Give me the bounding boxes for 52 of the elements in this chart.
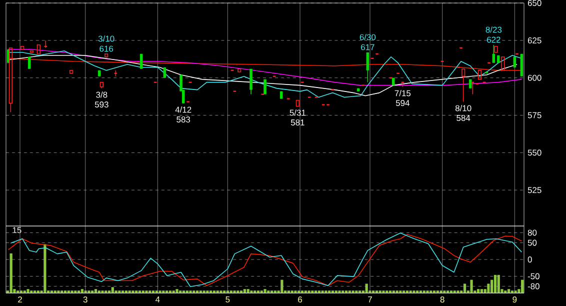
annotation: 15 xyxy=(12,227,22,234)
y-tick-label: 80 xyxy=(528,230,537,236)
y-tick-label: 575 xyxy=(528,112,542,118)
annotation: 622 xyxy=(487,36,500,43)
x-tick-label: 2 xyxy=(18,296,22,302)
bar xyxy=(26,289,30,293)
line-series xyxy=(8,58,522,71)
bar xyxy=(10,253,12,293)
bar xyxy=(494,274,497,293)
bar xyxy=(487,284,490,293)
candlestick xyxy=(264,78,266,95)
annotation: 594 xyxy=(396,100,410,106)
y-tick-label: 525 xyxy=(528,187,542,194)
annotation: 593 xyxy=(94,102,108,108)
x-tick-label: 8 xyxy=(440,296,444,303)
y-tick-label: 550 xyxy=(528,150,542,156)
annotation: 8/10 xyxy=(455,104,472,112)
candlestick xyxy=(366,52,370,83)
bar xyxy=(176,289,178,293)
annotation: 5/31 xyxy=(290,109,306,116)
bar xyxy=(463,284,466,293)
x-tick-label: 5 xyxy=(226,296,230,302)
annotation: 617 xyxy=(361,44,374,50)
annotation: 583 xyxy=(176,116,190,122)
annotation: 8/23 xyxy=(486,26,502,33)
bar xyxy=(44,244,46,293)
annotation: 581 xyxy=(290,119,304,126)
bar xyxy=(470,280,473,293)
annotation: 616 xyxy=(100,46,114,52)
bar xyxy=(111,287,114,293)
x-tick-label: 9 xyxy=(512,296,517,303)
x-tick-label: 3 xyxy=(83,296,88,303)
bar xyxy=(497,274,500,293)
annotation: 3/10 xyxy=(98,35,114,42)
y-tick-label: 0 xyxy=(528,256,532,262)
y-tick-label: -50 xyxy=(528,273,540,280)
x-tick-label: 6 xyxy=(298,296,302,303)
candlestick xyxy=(470,82,475,95)
bar xyxy=(264,289,266,293)
x-tick-label: 7 xyxy=(368,296,372,302)
annotation: 3/8 xyxy=(96,92,108,98)
annotation: 4/12 xyxy=(175,106,192,113)
y-tick-label: -80 xyxy=(528,283,540,290)
annotation: 7/15 xyxy=(394,90,411,96)
annotation: 584 xyxy=(456,114,470,121)
candlestick xyxy=(250,68,252,95)
y-tick-label: 50 xyxy=(528,240,537,246)
annotation: 6/30 xyxy=(360,34,376,40)
y-tick-label: 600 xyxy=(528,74,542,81)
y-tick-label: 650 xyxy=(528,0,542,6)
x-tick-label: 4 xyxy=(156,296,160,302)
y-tick-label: 625 xyxy=(528,37,542,44)
